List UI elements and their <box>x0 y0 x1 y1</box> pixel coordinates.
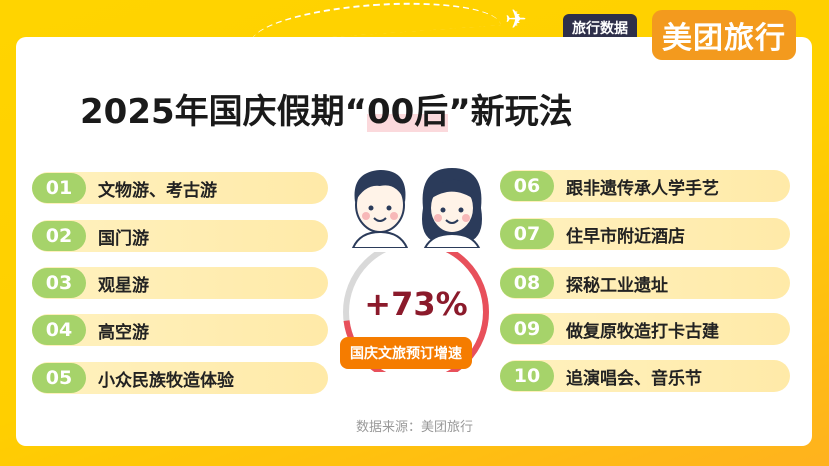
brand-logo: 美团旅行 <box>652 10 796 60</box>
item-label: 跟非遗传承人学手艺 <box>566 178 719 199</box>
list-item: 03 观星游 <box>32 267 328 299</box>
growth-value: +73% <box>364 285 468 323</box>
item-number: 08 <box>500 268 554 298</box>
item-number: 10 <box>500 361 554 391</box>
item-number: 05 <box>32 363 86 393</box>
item-number: 01 <box>32 173 86 203</box>
list-item: 02 国门游 <box>32 220 328 252</box>
title-suffix: ”新玩法 <box>448 92 573 132</box>
item-number: 04 <box>32 315 86 345</box>
list-item: 01 文物游、考古游 <box>32 172 328 204</box>
item-label: 住早市附近酒店 <box>566 226 685 247</box>
ring-progress <box>343 252 489 372</box>
item-number: 02 <box>32 221 86 251</box>
item-number: 07 <box>500 219 554 249</box>
growth-label: 国庆文旅预订增速 <box>340 337 472 369</box>
list-item: 04 高空游 <box>32 314 328 346</box>
item-label: 国门游 <box>98 228 149 249</box>
item-label: 小众民族牧造体验 <box>98 370 234 391</box>
data-source: 数据来源：美团旅行 <box>355 420 473 435</box>
item-number: 09 <box>500 314 554 344</box>
list-item: 07 住早市附近酒店 <box>500 218 790 250</box>
list-item: 05 小众民族牧造体验 <box>32 362 328 394</box>
title-prefix: 2025年国庆假期“ <box>80 92 367 132</box>
item-label: 观星游 <box>98 275 149 296</box>
item-label: 探秘工业遗址 <box>566 275 668 296</box>
girl-icon <box>422 168 482 248</box>
title-highlight: 00后 <box>366 92 449 132</box>
list-item: 09 做复原牧造打卡古建 <box>500 313 790 345</box>
item-number: 03 <box>32 268 86 298</box>
page-title: 2025年国庆假期“00后”新玩法 <box>80 84 573 133</box>
list-item: 08 探秘工业遗址 <box>500 267 790 299</box>
item-label: 追演唱会、音乐节 <box>566 368 702 389</box>
boy-icon <box>351 170 409 248</box>
list-item: 06 跟非遗传承人学手艺 <box>500 170 790 202</box>
item-label: 文物游、考古游 <box>98 180 217 201</box>
youth-illustration <box>345 160 487 248</box>
airplane-icon: ✈ <box>505 5 527 35</box>
list-item: 10 追演唱会、音乐节 <box>500 360 790 392</box>
item-number: 06 <box>500 171 554 201</box>
item-label: 高空游 <box>98 322 149 343</box>
item-label: 做复原牧造打卡古建 <box>566 321 719 342</box>
